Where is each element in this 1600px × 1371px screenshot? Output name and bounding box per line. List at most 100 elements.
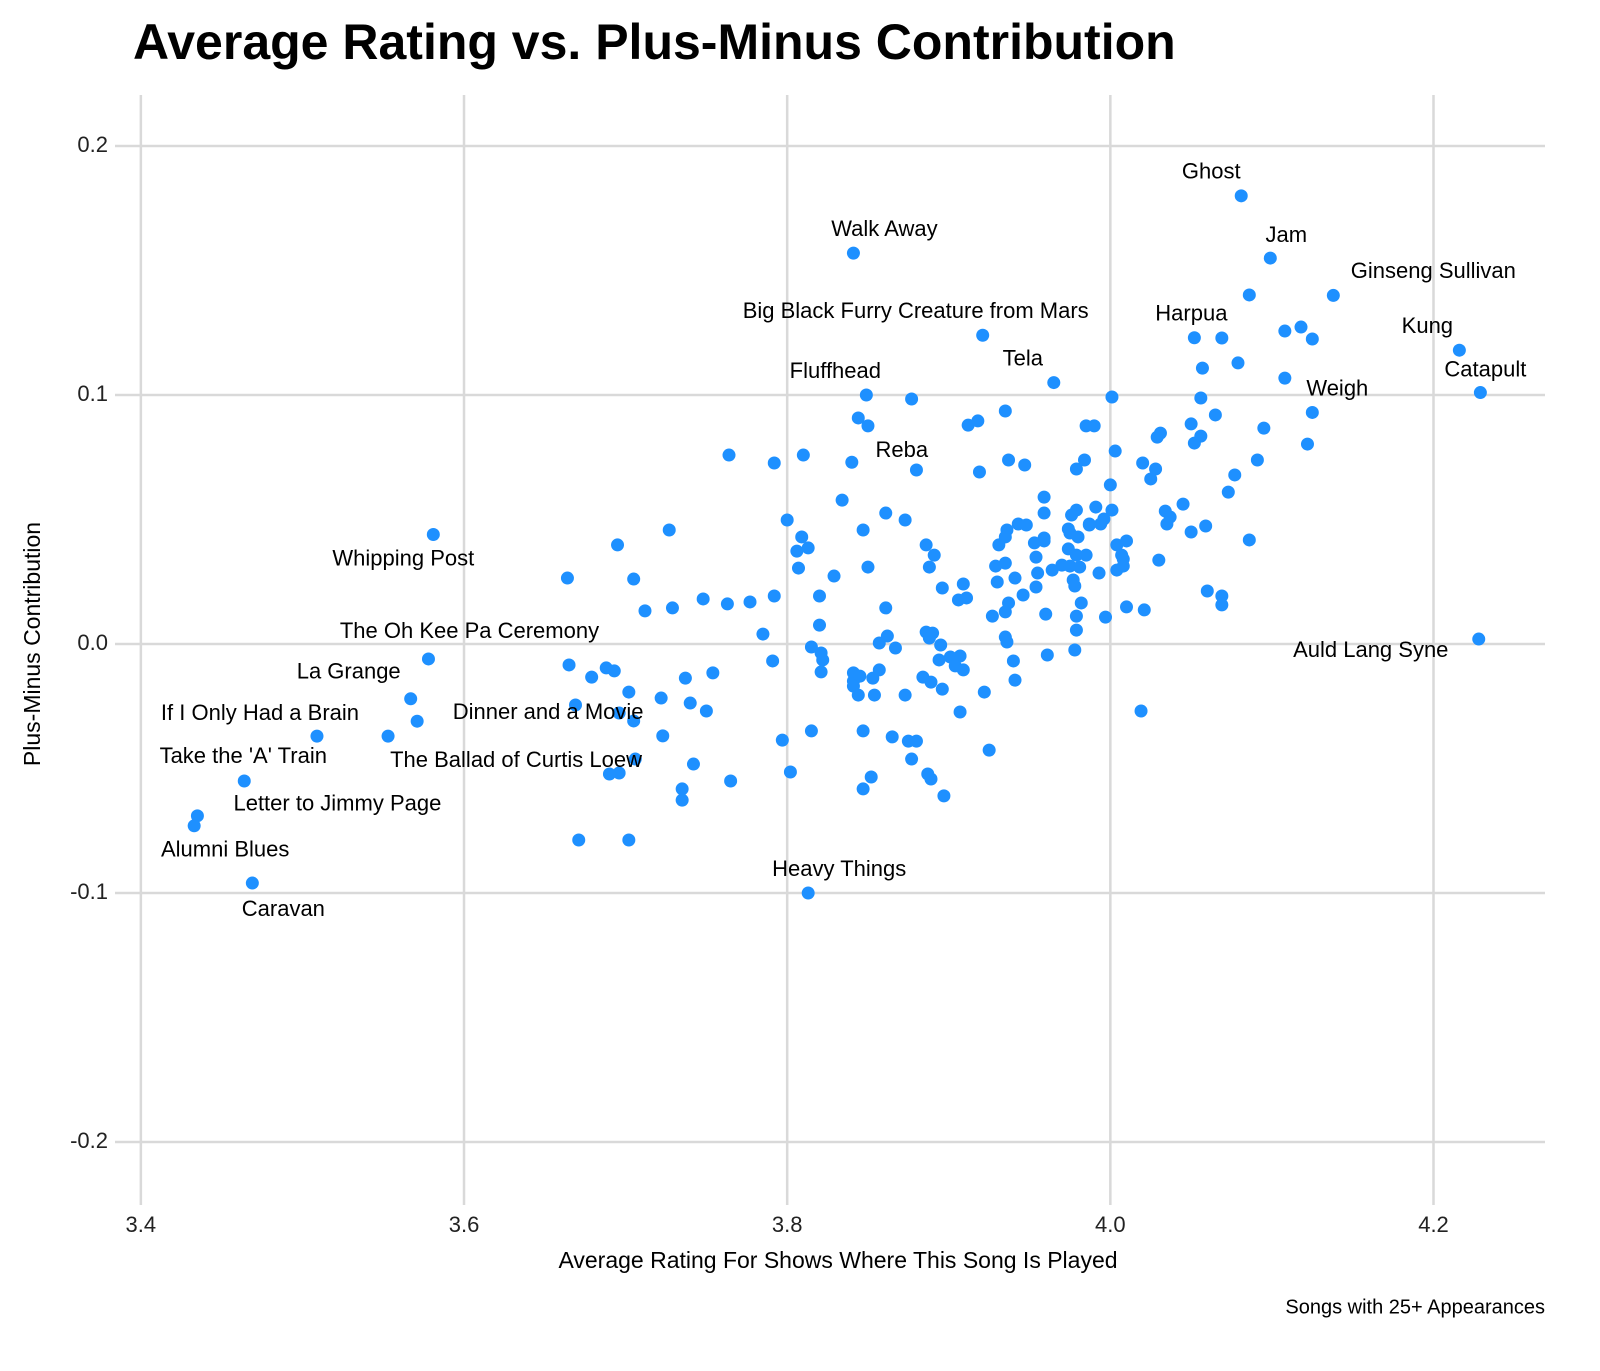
point (790, 544, 804, 558)
point (1263, 251, 1277, 265)
point (766, 654, 780, 668)
point-label: Tela (1003, 345, 1044, 370)
point (961, 418, 975, 432)
point (722, 448, 736, 462)
point (1098, 610, 1112, 624)
point (812, 589, 826, 603)
point (856, 782, 870, 796)
point (791, 561, 805, 575)
point (1194, 391, 1208, 405)
point (976, 328, 990, 342)
point (864, 770, 878, 784)
point (1065, 508, 1079, 522)
point (1008, 673, 1022, 687)
point-label: Kung (1402, 313, 1453, 338)
point (935, 581, 949, 595)
point (956, 577, 970, 591)
point (627, 572, 641, 586)
point (569, 698, 583, 712)
point (1037, 534, 1051, 548)
point (245, 876, 259, 890)
point-label: Alumni Blues (161, 837, 289, 862)
point-label: Ghost (1182, 159, 1241, 184)
point (1029, 550, 1043, 564)
point (656, 729, 670, 743)
point (861, 419, 875, 433)
point (1242, 533, 1256, 547)
point (1242, 288, 1256, 302)
point (898, 688, 912, 702)
point (1136, 456, 1150, 470)
point (1031, 566, 1045, 580)
x-axis-title: Average Rating For Shows Where This Song… (558, 1247, 1117, 1273)
point (861, 560, 875, 574)
point (1105, 390, 1119, 404)
point (1208, 408, 1222, 422)
point (572, 833, 586, 847)
point (1152, 553, 1166, 567)
point (922, 560, 936, 574)
point (1153, 426, 1167, 440)
point (1068, 643, 1082, 657)
point (879, 506, 893, 520)
point (612, 766, 626, 780)
point (1137, 603, 1151, 617)
point (622, 833, 636, 847)
point-label: Dinner and a Movie (453, 699, 644, 724)
point (720, 597, 734, 611)
point (560, 571, 574, 585)
point (1002, 453, 1016, 467)
point (851, 411, 865, 425)
point (1037, 506, 1051, 520)
point (922, 631, 936, 645)
point (1089, 500, 1103, 514)
point (611, 538, 625, 552)
point (696, 592, 710, 606)
point (1108, 444, 1122, 458)
point-label: Weigh (1306, 375, 1368, 400)
point (937, 789, 951, 803)
point (724, 774, 738, 788)
point (1134, 704, 1148, 718)
point (909, 463, 923, 477)
point (998, 605, 1012, 619)
point (1221, 485, 1235, 499)
point (1215, 331, 1229, 345)
point (985, 609, 999, 623)
point (780, 513, 794, 527)
point (856, 724, 870, 738)
point (956, 663, 970, 677)
point (1278, 324, 1292, 338)
point (1082, 518, 1096, 532)
point (767, 456, 781, 470)
point (1120, 600, 1134, 614)
point (585, 670, 599, 684)
point (905, 392, 919, 406)
point (1326, 288, 1340, 302)
point (190, 809, 204, 823)
point (426, 527, 440, 541)
point (1027, 536, 1041, 550)
point (1195, 361, 1209, 375)
x-tick-label: 4.0 (1095, 1212, 1126, 1237)
point (927, 548, 941, 562)
point (404, 692, 418, 706)
point (885, 730, 899, 744)
point (856, 523, 870, 537)
point (686, 757, 700, 771)
point (1278, 371, 1292, 385)
point (872, 663, 886, 677)
point (1000, 635, 1014, 649)
point (1063, 559, 1077, 573)
point (796, 448, 810, 462)
point (1068, 579, 1082, 593)
point (1116, 559, 1130, 573)
point-label: Heavy Things (772, 856, 906, 881)
point-label: Walk Away (831, 216, 937, 241)
point-label: Fluffhead (790, 358, 881, 383)
point (845, 455, 859, 469)
point (1105, 503, 1119, 517)
point (237, 774, 251, 788)
point (1073, 560, 1087, 574)
point (953, 649, 967, 663)
